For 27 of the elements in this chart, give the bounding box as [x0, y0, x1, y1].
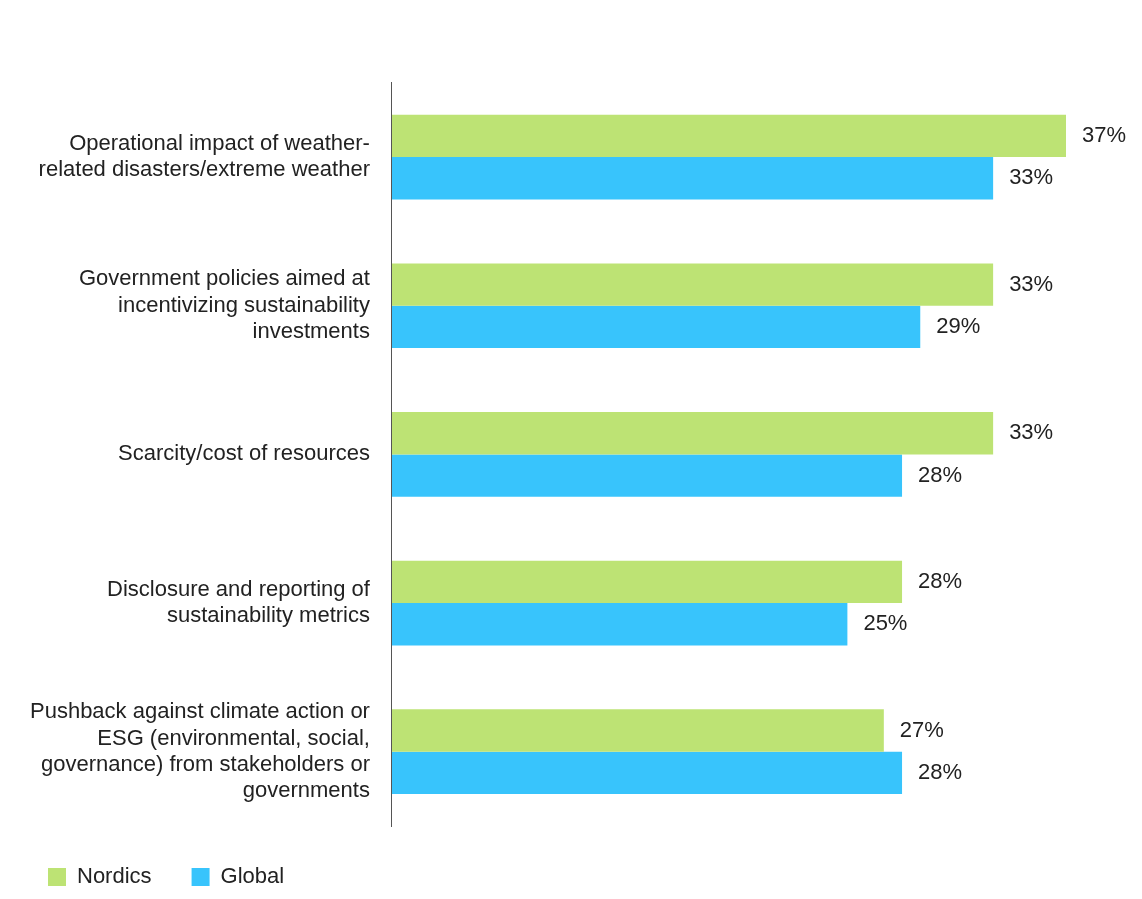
data-label: 28% — [918, 567, 963, 593]
data-label: 29% — [936, 313, 981, 338]
data-label: 33% — [1009, 270, 1054, 296]
y-tick-label: Scarcity/cost of resources — [118, 440, 370, 466]
data-label: 33% — [1009, 164, 1054, 190]
y-tick-label: Disclosure and reporting of sustainability metrics — [107, 575, 371, 628]
bar — [391, 157, 994, 200]
legend-label: Global — [220, 863, 285, 889]
bar — [391, 263, 994, 306]
bar — [391, 454, 903, 497]
bar — [391, 114, 1066, 158]
data-label: 25% — [863, 610, 908, 636]
data-label: 28% — [918, 461, 963, 487]
data-label: 28% — [918, 758, 963, 784]
bar — [391, 751, 903, 795]
bar — [391, 560, 903, 604]
data-label: 27% — [899, 716, 944, 742]
bar — [391, 709, 884, 752]
y-tick-label: Pushback against climate action or ESG (environmental, social, governance) from stakeholders or governments — [29, 698, 370, 803]
legend-label: Nordics — [77, 863, 152, 889]
bar — [391, 412, 994, 455]
data-label: 33% — [1009, 419, 1054, 445]
bar — [391, 603, 848, 646]
y-tick-label: Government policies aimed at incentivizing sustainability investments — [78, 265, 370, 344]
bar — [391, 305, 921, 349]
data-label: 37% — [1082, 122, 1127, 147]
y-tick-label: Operational impact of weather-related disasters/extreme weather — [38, 129, 370, 182]
